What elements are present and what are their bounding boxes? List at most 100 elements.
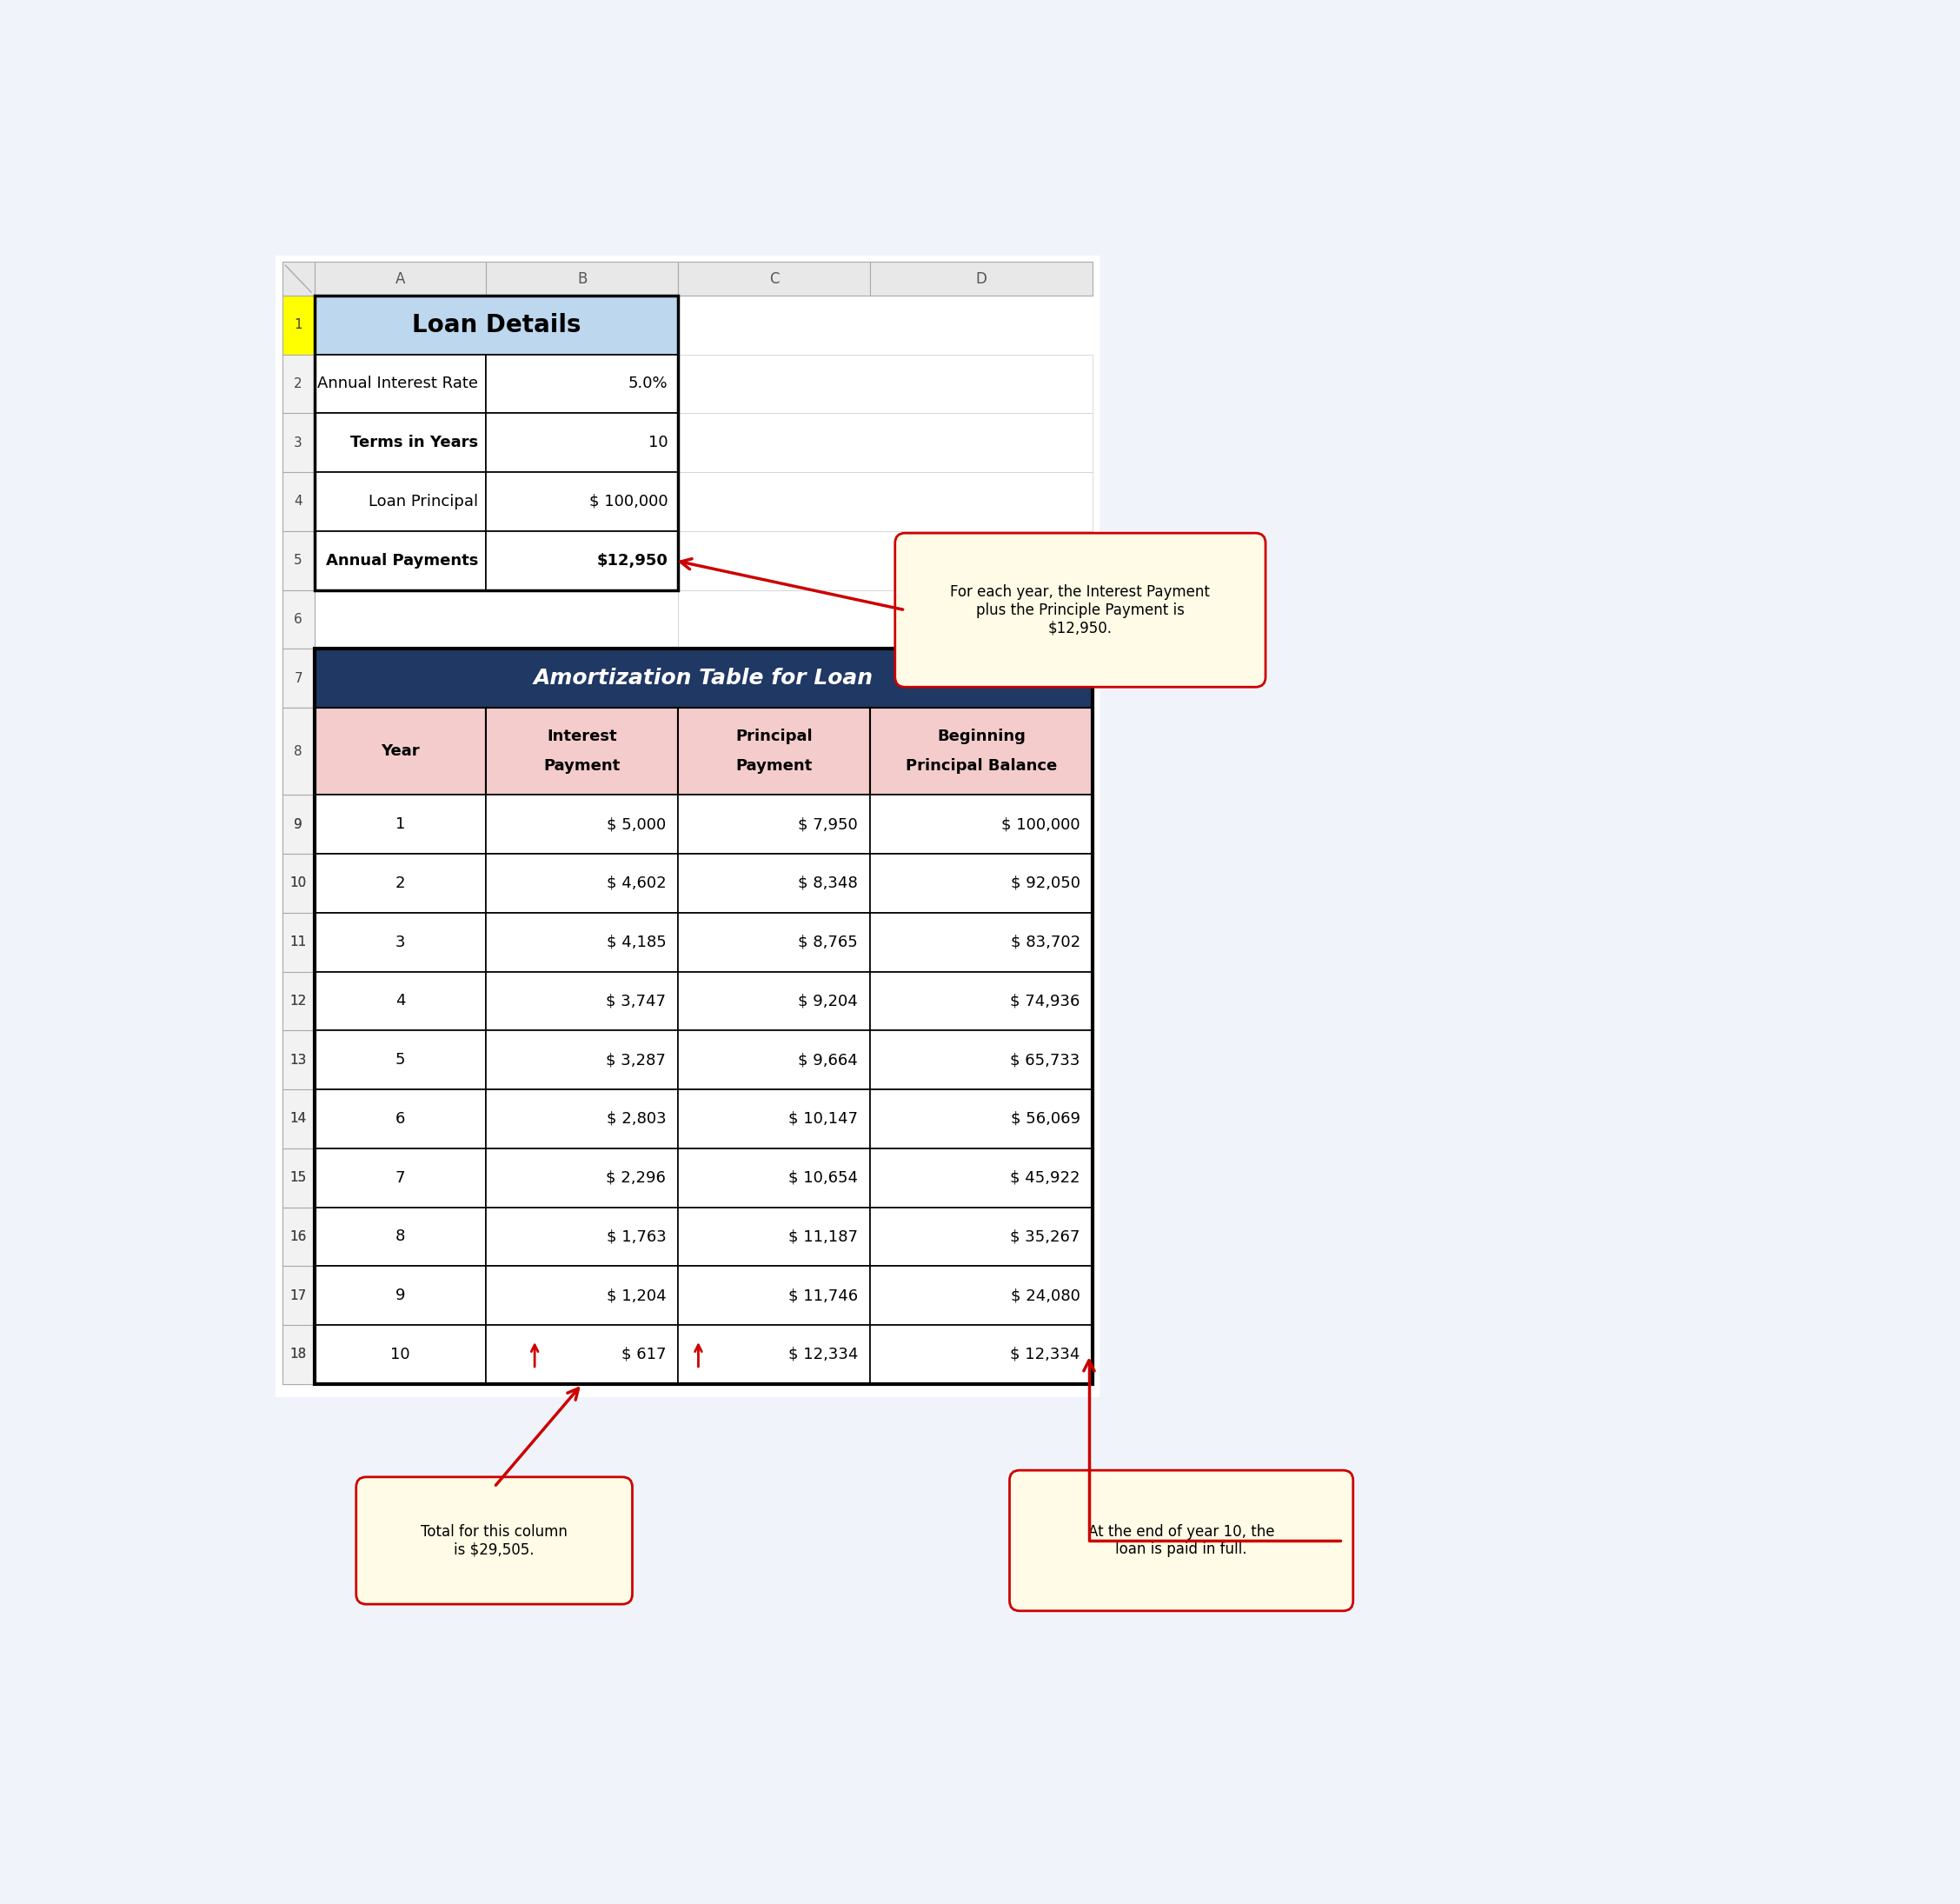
- Text: $ 11,187: $ 11,187: [788, 1228, 858, 1245]
- Text: 10: 10: [290, 876, 306, 889]
- Bar: [282, 1325, 314, 1384]
- Text: 4: 4: [396, 994, 406, 1009]
- Bar: [870, 1207, 1092, 1266]
- Text: $ 100,000: $ 100,000: [1002, 817, 1080, 832]
- Text: $ 45,922: $ 45,922: [1009, 1169, 1080, 1186]
- Bar: [282, 1089, 314, 1148]
- Text: 11: 11: [290, 935, 306, 948]
- FancyBboxPatch shape: [1009, 1470, 1352, 1611]
- Text: 17: 17: [290, 1289, 306, 1302]
- Bar: [678, 853, 870, 912]
- Bar: [314, 295, 678, 354]
- Text: $ 8,765: $ 8,765: [798, 935, 858, 950]
- Bar: [282, 354, 314, 413]
- Bar: [282, 853, 314, 912]
- Text: Beginning: Beginning: [937, 729, 1025, 744]
- Bar: [314, 649, 1092, 1384]
- Text: Terms in Years: Terms in Years: [351, 434, 478, 451]
- Bar: [486, 1089, 678, 1148]
- Bar: [870, 263, 1092, 295]
- Bar: [314, 1030, 486, 1089]
- Bar: [678, 1030, 870, 1089]
- Text: Principal: Principal: [735, 729, 813, 744]
- Bar: [282, 1207, 314, 1266]
- FancyBboxPatch shape: [357, 1478, 633, 1605]
- Text: $ 92,050: $ 92,050: [1011, 876, 1080, 891]
- Text: $ 10,654: $ 10,654: [788, 1169, 858, 1186]
- Bar: [282, 1089, 314, 1148]
- Bar: [282, 1148, 314, 1207]
- Text: 3: 3: [396, 935, 406, 950]
- Text: 9: 9: [294, 817, 302, 830]
- Bar: [282, 1030, 314, 1089]
- Bar: [314, 413, 486, 472]
- Bar: [282, 295, 314, 354]
- Bar: [486, 263, 678, 295]
- Bar: [486, 1266, 678, 1325]
- Text: 5.0%: 5.0%: [629, 375, 668, 392]
- Text: 7: 7: [294, 672, 302, 685]
- Bar: [282, 912, 314, 971]
- Text: 5: 5: [396, 1053, 406, 1068]
- Text: $ 5,000: $ 5,000: [608, 817, 666, 832]
- Text: $ 8,348: $ 8,348: [798, 876, 858, 891]
- Text: $ 4,185: $ 4,185: [606, 935, 666, 950]
- Text: 12: 12: [290, 994, 306, 1007]
- Bar: [486, 1207, 678, 1266]
- Bar: [314, 590, 678, 649]
- Text: Annual Interest Rate: Annual Interest Rate: [318, 375, 478, 392]
- Bar: [870, 794, 1092, 853]
- Text: Loan Principal: Loan Principal: [368, 493, 478, 510]
- Bar: [870, 853, 1092, 912]
- Text: 9: 9: [396, 1287, 406, 1304]
- Bar: [282, 708, 314, 794]
- Text: Amortization Table for Loan: Amortization Table for Loan: [533, 668, 874, 689]
- Text: For each year, the Interest Payment
plus the Principle Payment is
$12,950.: For each year, the Interest Payment plus…: [951, 585, 1209, 636]
- Bar: [870, 1030, 1092, 1089]
- Text: $ 65,733: $ 65,733: [1011, 1053, 1080, 1068]
- Text: $ 1,204: $ 1,204: [606, 1287, 666, 1304]
- Text: 8: 8: [294, 744, 302, 758]
- Bar: [282, 1266, 314, 1325]
- Bar: [314, 1207, 486, 1266]
- Bar: [678, 263, 870, 295]
- Text: 8: 8: [294, 744, 302, 758]
- Text: $ 100,000: $ 100,000: [590, 493, 668, 510]
- Text: Principal Balance: Principal Balance: [906, 758, 1056, 773]
- Bar: [486, 794, 678, 853]
- Text: 7: 7: [396, 1169, 406, 1186]
- Text: 6: 6: [396, 1112, 406, 1127]
- Text: 4: 4: [294, 495, 302, 508]
- Bar: [678, 912, 870, 971]
- Bar: [486, 413, 678, 472]
- Bar: [678, 708, 870, 794]
- Text: $ 1,763: $ 1,763: [606, 1228, 666, 1245]
- Bar: [486, 708, 678, 794]
- Text: 15: 15: [290, 1171, 306, 1184]
- Text: 13: 13: [290, 1053, 306, 1066]
- Text: $ 2,803: $ 2,803: [606, 1112, 666, 1127]
- Bar: [870, 912, 1092, 971]
- Bar: [870, 1148, 1092, 1207]
- Bar: [314, 794, 486, 853]
- Text: $ 74,936: $ 74,936: [1011, 994, 1080, 1009]
- Bar: [314, 853, 486, 912]
- Bar: [678, 472, 1092, 531]
- Text: 8: 8: [396, 1228, 406, 1245]
- Bar: [678, 531, 1092, 590]
- Text: 10: 10: [290, 876, 306, 889]
- Bar: [314, 263, 486, 295]
- Bar: [486, 853, 678, 912]
- Bar: [314, 1325, 486, 1384]
- Bar: [486, 971, 678, 1030]
- Bar: [678, 1266, 870, 1325]
- Bar: [314, 472, 486, 531]
- Text: $ 617: $ 617: [621, 1346, 666, 1361]
- Bar: [678, 590, 1092, 649]
- Text: Total for this column
is $29,505.: Total for this column is $29,505.: [421, 1523, 568, 1557]
- Text: $ 4,602: $ 4,602: [606, 876, 666, 891]
- Text: Interest: Interest: [547, 729, 617, 744]
- Text: $ 2,296: $ 2,296: [606, 1169, 666, 1186]
- Bar: [678, 971, 870, 1030]
- Bar: [314, 295, 678, 590]
